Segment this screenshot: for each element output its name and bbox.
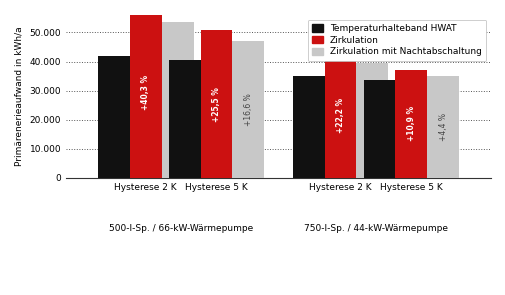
Text: +40,3 %: +40,3 % [141,75,150,110]
Text: +10,9 %: +10,9 % [406,106,415,141]
Text: +12,7 %: +12,7 % [367,104,376,137]
Y-axis label: Primärenerieaufwand in kWh/a: Primärenerieaufwand in kWh/a [15,27,24,166]
Bar [168,60,200,178]
Text: +25,5 %: +25,5 % [212,87,221,122]
Bar [426,76,458,178]
Bar [394,70,426,178]
Bar [161,22,193,178]
Bar [324,53,356,178]
Text: +4,4 %: +4,4 % [438,113,447,141]
Text: +22,2 %: +22,2 % [335,98,344,133]
Bar [363,81,394,178]
Bar [232,41,264,178]
Bar [129,6,161,178]
Text: +27,3 %: +27,3 % [173,84,182,117]
Bar [356,63,387,178]
Text: 500-I-Sp. / 66-kW-Wärmepumpe: 500-I-Sp. / 66-kW-Wärmepumpe [109,224,253,232]
Bar [98,56,129,178]
Text: +16,6 %: +16,6 % [243,93,252,126]
Bar [200,30,232,178]
Bar [292,76,324,178]
Legend: Temperaturhalteband HWAT, Zirkulation, Zirkulation mit Nachtabschaltung: Temperaturhalteband HWAT, Zirkulation, Z… [307,19,485,61]
Text: 750-I-Sp. / 44-kW-Wärmepumpe: 750-I-Sp. / 44-kW-Wärmepumpe [304,224,447,232]
